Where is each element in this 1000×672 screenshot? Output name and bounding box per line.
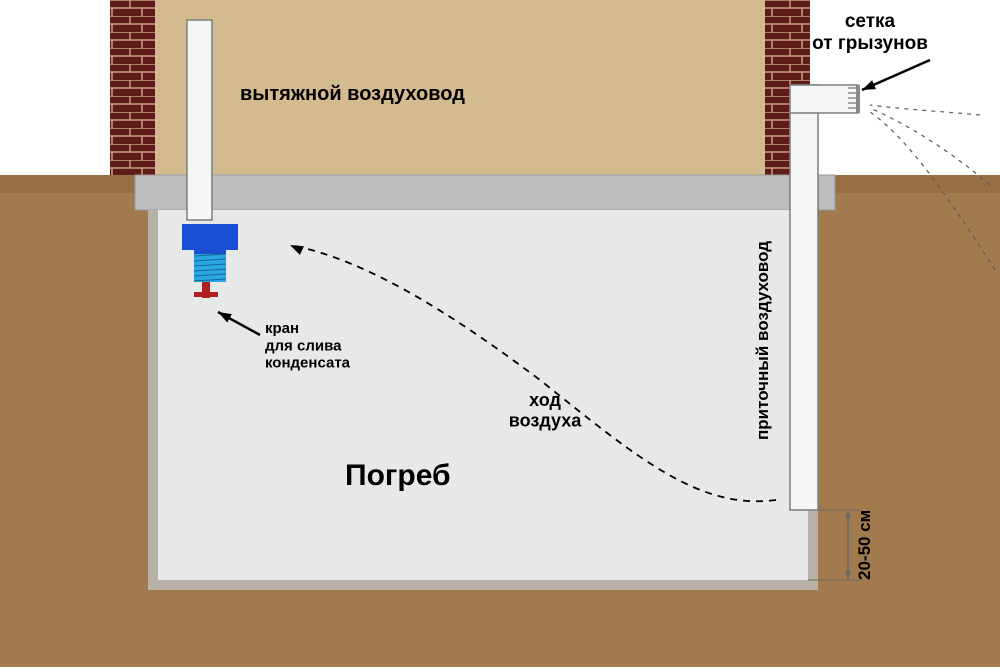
label-cellar: Погреб <box>345 459 451 492</box>
intake-duct-horizontal <box>790 85 858 113</box>
label-dimension: 20-50 см <box>855 510 874 580</box>
label-exhaust: вытяжной воздуховод <box>240 83 465 105</box>
cellar-interior <box>158 210 808 580</box>
exhaust-duct <box>187 20 212 220</box>
intake-duct-vertical <box>790 85 818 510</box>
ceiling-slab <box>135 175 835 210</box>
brick-left <box>110 0 155 175</box>
rodent-mesh-icon <box>856 85 860 113</box>
label-intake: приточный воздуховод <box>753 241 772 440</box>
cellar-ventilation-diagram: вытяжной воздуховодсеткаот грызуновкранд… <box>0 0 1000 667</box>
